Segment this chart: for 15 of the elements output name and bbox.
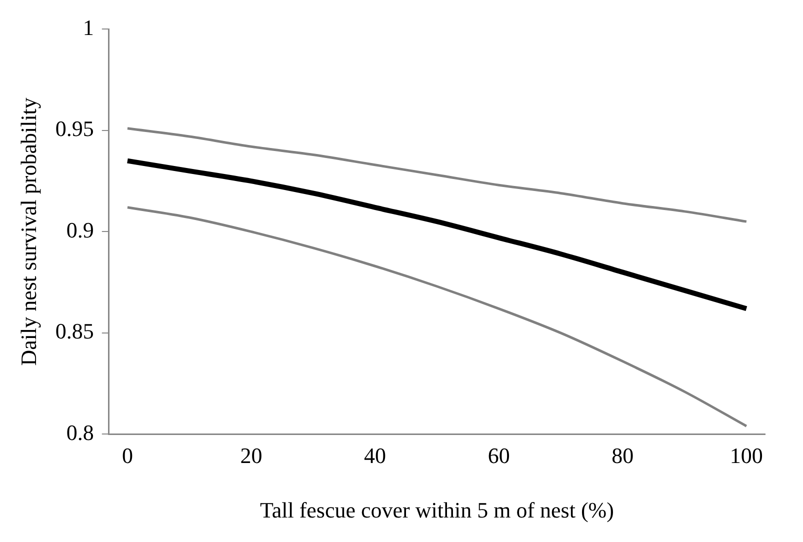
y-axis-title: Daily nest survival probability xyxy=(16,98,41,366)
y-tick-label: 0.95 xyxy=(55,116,94,142)
line-series xyxy=(126,127,748,223)
y-tick-label: 1 xyxy=(82,14,94,40)
x-axis-title: Tall fescue cover within 5 m of nest (%) xyxy=(260,498,614,523)
y-tick-label: 0.85 xyxy=(55,318,94,344)
x-tick-label: 0 xyxy=(122,443,133,468)
x-tick-label: 60 xyxy=(488,443,510,468)
y-tick-label: 0.8 xyxy=(66,420,94,445)
x-tick-label: 100 xyxy=(730,443,763,468)
y-tick-label: 0.9 xyxy=(66,217,94,242)
x-tick-label: 20 xyxy=(240,443,262,468)
x-tick-label: 80 xyxy=(612,443,634,468)
line-series xyxy=(126,206,748,428)
x-tick-label: 40 xyxy=(364,443,386,468)
